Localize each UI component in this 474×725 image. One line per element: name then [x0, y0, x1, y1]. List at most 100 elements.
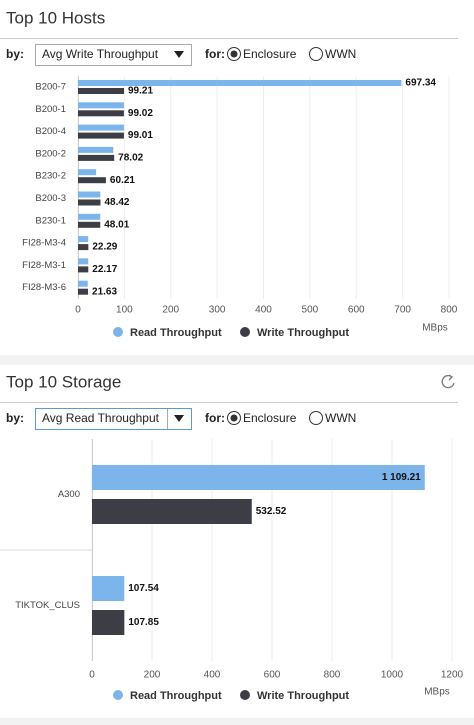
- data-label: 107.54: [128, 583, 159, 594]
- data-label: 532.52: [256, 506, 287, 517]
- panel-gap: [0, 718, 474, 725]
- radio-label[interactable]: WWN: [325, 47, 356, 61]
- x-tick-label: 1200: [441, 670, 464, 681]
- bar: [78, 124, 124, 131]
- bar: [78, 244, 89, 251]
- bar: [78, 102, 124, 109]
- panel-title: Top 10 Hosts: [6, 8, 105, 27]
- category-label: FI28-M3-6: [22, 282, 66, 293]
- bar: [78, 154, 115, 161]
- data-label: 22.29: [92, 242, 117, 253]
- data-label: 22.17: [92, 264, 117, 275]
- x-tick-label: 1000: [381, 670, 404, 681]
- bar: [78, 213, 101, 220]
- x-axis-unit: MBps: [422, 323, 448, 334]
- category-label: TIKTOK_CLUS: [15, 600, 80, 611]
- legend-label: Read Throughput: [130, 690, 222, 702]
- by-label: by:: [6, 47, 24, 61]
- category-label: B200-1: [35, 104, 66, 115]
- x-tick-label: 200: [162, 305, 179, 316]
- category-label: FI28-M3-4: [22, 238, 66, 249]
- dropdown[interactable]: [35, 44, 192, 66]
- bar: [78, 132, 124, 139]
- data-label: 99.02: [128, 108, 153, 119]
- x-tick-label: 0: [75, 305, 81, 316]
- legend-swatch: [240, 327, 250, 337]
- bar: [78, 191, 101, 198]
- legend-swatch: [240, 690, 250, 700]
- bar: [92, 499, 252, 524]
- x-tick-label: 500: [302, 305, 319, 316]
- dropdown-arrow[interactable]: [174, 51, 184, 58]
- data-label: 99.21: [128, 86, 153, 97]
- bar: [78, 266, 89, 273]
- x-tick-label: 800: [324, 670, 341, 681]
- x-tick-label: 400: [255, 305, 272, 316]
- bar: [78, 146, 114, 153]
- category-label: B200-4: [35, 126, 66, 137]
- panel-title: Top 10 Storage: [6, 372, 121, 391]
- data-label: 99.01: [128, 130, 153, 141]
- data-label: 48.42: [104, 197, 129, 208]
- bar: [78, 288, 89, 295]
- radio[interactable]: [309, 47, 323, 61]
- radio-dot: [230, 414, 238, 422]
- dropdown-arrow[interactable]: [174, 415, 184, 422]
- bar: [78, 258, 89, 265]
- category-label: B200-2: [35, 148, 66, 159]
- bar: [78, 280, 88, 287]
- data-label: 1 109.21: [382, 472, 421, 483]
- data-label: 78.02: [118, 153, 143, 164]
- x-tick-label: 300: [209, 305, 226, 316]
- x-tick-label: 400: [204, 670, 221, 681]
- bar: [78, 169, 97, 176]
- dropdown[interactable]: [35, 408, 192, 430]
- bar: [78, 199, 101, 206]
- category-label: B200-3: [35, 193, 66, 204]
- panel-gap: [0, 355, 474, 365]
- x-tick-label: 100: [116, 305, 133, 316]
- legend-label: Read Throughput: [130, 327, 222, 339]
- data-label: 21.63: [92, 286, 117, 297]
- category-label: B230-2: [35, 171, 66, 182]
- legend-swatch: [113, 690, 123, 700]
- legend-swatch: [113, 327, 123, 337]
- data-label: 107.85: [128, 617, 159, 628]
- for-label: for:: [205, 47, 225, 61]
- category-label: A300: [58, 489, 80, 500]
- bar: [78, 80, 402, 86]
- legend-label: Write Throughput: [257, 327, 349, 339]
- radio-label[interactable]: WWN: [325, 411, 356, 425]
- data-label: 60.21: [110, 175, 135, 186]
- radio-label[interactable]: Enclosure: [243, 411, 297, 425]
- x-tick-label: 0: [89, 670, 95, 681]
- category-label: B230-1: [35, 215, 66, 226]
- bar: [92, 465, 425, 490]
- x-axis-unit: MBps: [424, 687, 450, 698]
- bar: [78, 110, 124, 117]
- bar: [78, 88, 125, 94]
- bar: [78, 177, 106, 184]
- radio-dot: [230, 50, 238, 58]
- legend-label: Write Throughput: [257, 690, 349, 702]
- x-tick-label: 700: [394, 305, 411, 316]
- data-label: 697.34: [405, 78, 436, 89]
- category-label: B200-7: [35, 82, 66, 93]
- bar: [92, 576, 125, 601]
- x-tick-label: 600: [348, 305, 365, 316]
- x-tick-label: 200: [144, 670, 161, 681]
- refresh-icon[interactable]: [441, 374, 455, 389]
- by-label: by:: [6, 411, 24, 425]
- data-label: 48.01: [104, 219, 129, 230]
- bar: [92, 610, 125, 635]
- radio[interactable]: [309, 411, 323, 425]
- radio-label[interactable]: Enclosure: [243, 47, 297, 61]
- category-label: FI28-M3-1: [22, 260, 66, 271]
- dropdown-value[interactable]: Avg Write Throughput: [42, 47, 159, 61]
- for-label: for:: [205, 411, 225, 425]
- bar: [78, 236, 89, 243]
- dropdown-value[interactable]: Avg Read Throughput: [42, 411, 160, 425]
- x-tick-label: 600: [264, 670, 281, 681]
